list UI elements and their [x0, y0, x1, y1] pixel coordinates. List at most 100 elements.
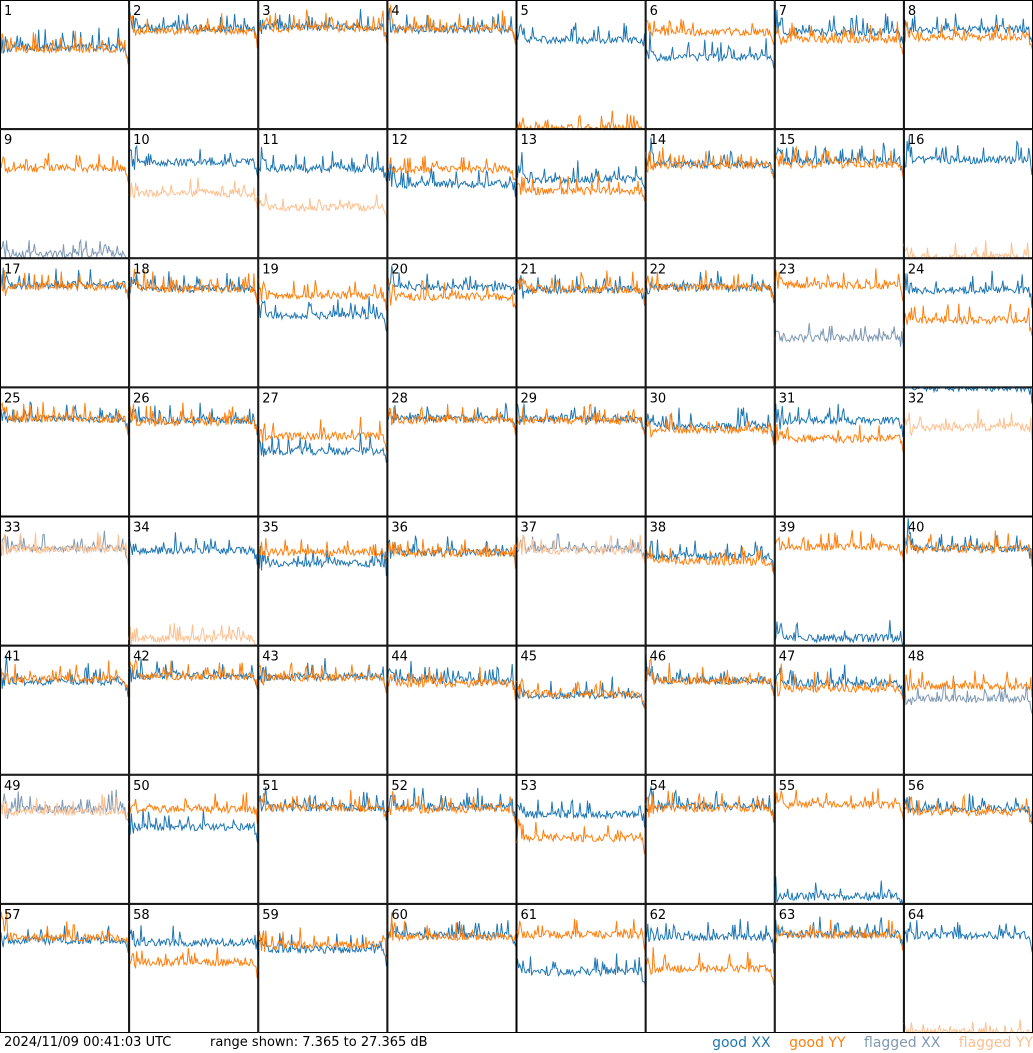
panel-41: 41: [0, 645, 130, 775]
panel-frame: [903, 516, 1033, 646]
range-label: range shown: 7.365 to 27.365 dB: [210, 1035, 428, 1050]
panel-frame: [387, 645, 517, 775]
panel-3: 3: [257, 0, 388, 130]
panel-60: 60: [386, 903, 517, 1033]
series-xx-26: [128, 402, 259, 436]
panel-label: 31: [779, 391, 796, 406]
panel-frame: [774, 645, 904, 775]
series-xx-45: [516, 676, 647, 710]
panel-12: 12: [386, 129, 517, 259]
panel-label: 55: [779, 779, 796, 794]
panel-label: 63: [779, 908, 796, 923]
series-yy-33: [0, 531, 130, 566]
panel-9: 9: [0, 129, 130, 260]
series-yy-15: [774, 145, 905, 181]
series-xx-34: [128, 532, 259, 566]
series-yy-37: [516, 534, 646, 563]
panel-frame: [516, 258, 646, 388]
series-xx-35: [257, 545, 388, 577]
series-xx-41: [0, 655, 130, 697]
series-yy-60: [386, 912, 517, 950]
series-xx-2: [128, 8, 259, 45]
series-yy-10: [128, 177, 259, 211]
panel-frame: [129, 903, 259, 1033]
panel-59: 59: [257, 903, 388, 1033]
panel-frame: [645, 774, 775, 904]
panel-frame: [645, 516, 775, 646]
series-yy-34: [128, 623, 259, 647]
panel-frame: [387, 774, 517, 904]
panel-37: 37: [516, 516, 647, 646]
panel-frame: [258, 903, 388, 1033]
panel-label: 4: [391, 4, 399, 19]
panel-label: 53: [521, 779, 538, 794]
panel-15: 15: [774, 129, 905, 259]
panel-44: 44: [386, 645, 517, 775]
series-xx-37: [516, 533, 647, 564]
panel-frame: [903, 903, 1033, 1033]
panel-frame: [129, 258, 259, 388]
panel-label: 45: [521, 650, 538, 665]
panel-label: 36: [391, 521, 408, 536]
panel-label: 39: [779, 521, 796, 536]
panel-label: 62: [650, 908, 667, 923]
panel-label: 59: [262, 908, 279, 923]
panel-label: 52: [391, 779, 408, 794]
timestamp: 2024/11/09 00:41:03 UTC: [4, 1035, 172, 1050]
series-xx-31: [774, 403, 905, 438]
series-xx-29: [516, 403, 646, 434]
panel-label: 9: [4, 133, 12, 148]
panel-label: 57: [4, 908, 21, 923]
panel-frame: [516, 774, 646, 904]
series-yy-26: [128, 402, 259, 433]
panel-11: 11: [257, 129, 388, 259]
panel-frame: [129, 387, 259, 517]
series-xx-1: [0, 27, 130, 62]
series-xx-16: [903, 135, 1033, 176]
series-yy-9: [0, 152, 130, 185]
series-xx-24: [903, 270, 1033, 309]
panel-frame: [0, 516, 130, 646]
series-yy-55: [774, 788, 905, 822]
panel-label: 33: [4, 521, 21, 536]
panel-label: 43: [262, 650, 279, 665]
series-xx-10: [128, 144, 259, 178]
series-yy-12: [386, 155, 517, 181]
panel-frame: [129, 129, 259, 259]
panel-label: 49: [4, 779, 21, 794]
series-xx-33: [0, 530, 130, 563]
series-xx-55: [774, 876, 904, 905]
panel-label: 3: [262, 4, 270, 19]
series-xx-50: [128, 809, 259, 844]
series-yy-61: [516, 918, 647, 950]
panel-frame: [387, 0, 517, 130]
series-xx-4: [386, 7, 517, 40]
series-xx-39: [774, 620, 905, 648]
series-yy-51: [257, 789, 388, 821]
series-yy-62: [645, 946, 776, 986]
panel-frame: [645, 258, 775, 388]
panel-64: 64: [903, 903, 1033, 1034]
series-yy-24: [903, 303, 1033, 336]
series-yy-54: [645, 790, 776, 823]
series-xx-49: [0, 789, 130, 823]
panel-label: 25: [4, 391, 21, 406]
panel-24: 24: [903, 258, 1033, 388]
panel-frame: [387, 516, 517, 646]
series-xx-6: [645, 31, 775, 69]
series-yy-39: [774, 530, 905, 563]
panel-47: 47: [774, 645, 905, 775]
panel-label: 60: [391, 908, 408, 923]
series-yy-19: [257, 278, 388, 311]
panel-33: 33: [0, 516, 130, 646]
panel-label: 37: [521, 521, 538, 536]
series-yy-29: [516, 403, 647, 436]
series-yy-35: [257, 538, 388, 564]
series-yy-8: [903, 21, 1033, 53]
panel-frame: [0, 645, 130, 775]
panel-frame: [903, 387, 1033, 517]
series-yy-30: [645, 412, 776, 446]
series-yy-7: [774, 21, 905, 55]
panel-28: 28: [386, 387, 517, 517]
